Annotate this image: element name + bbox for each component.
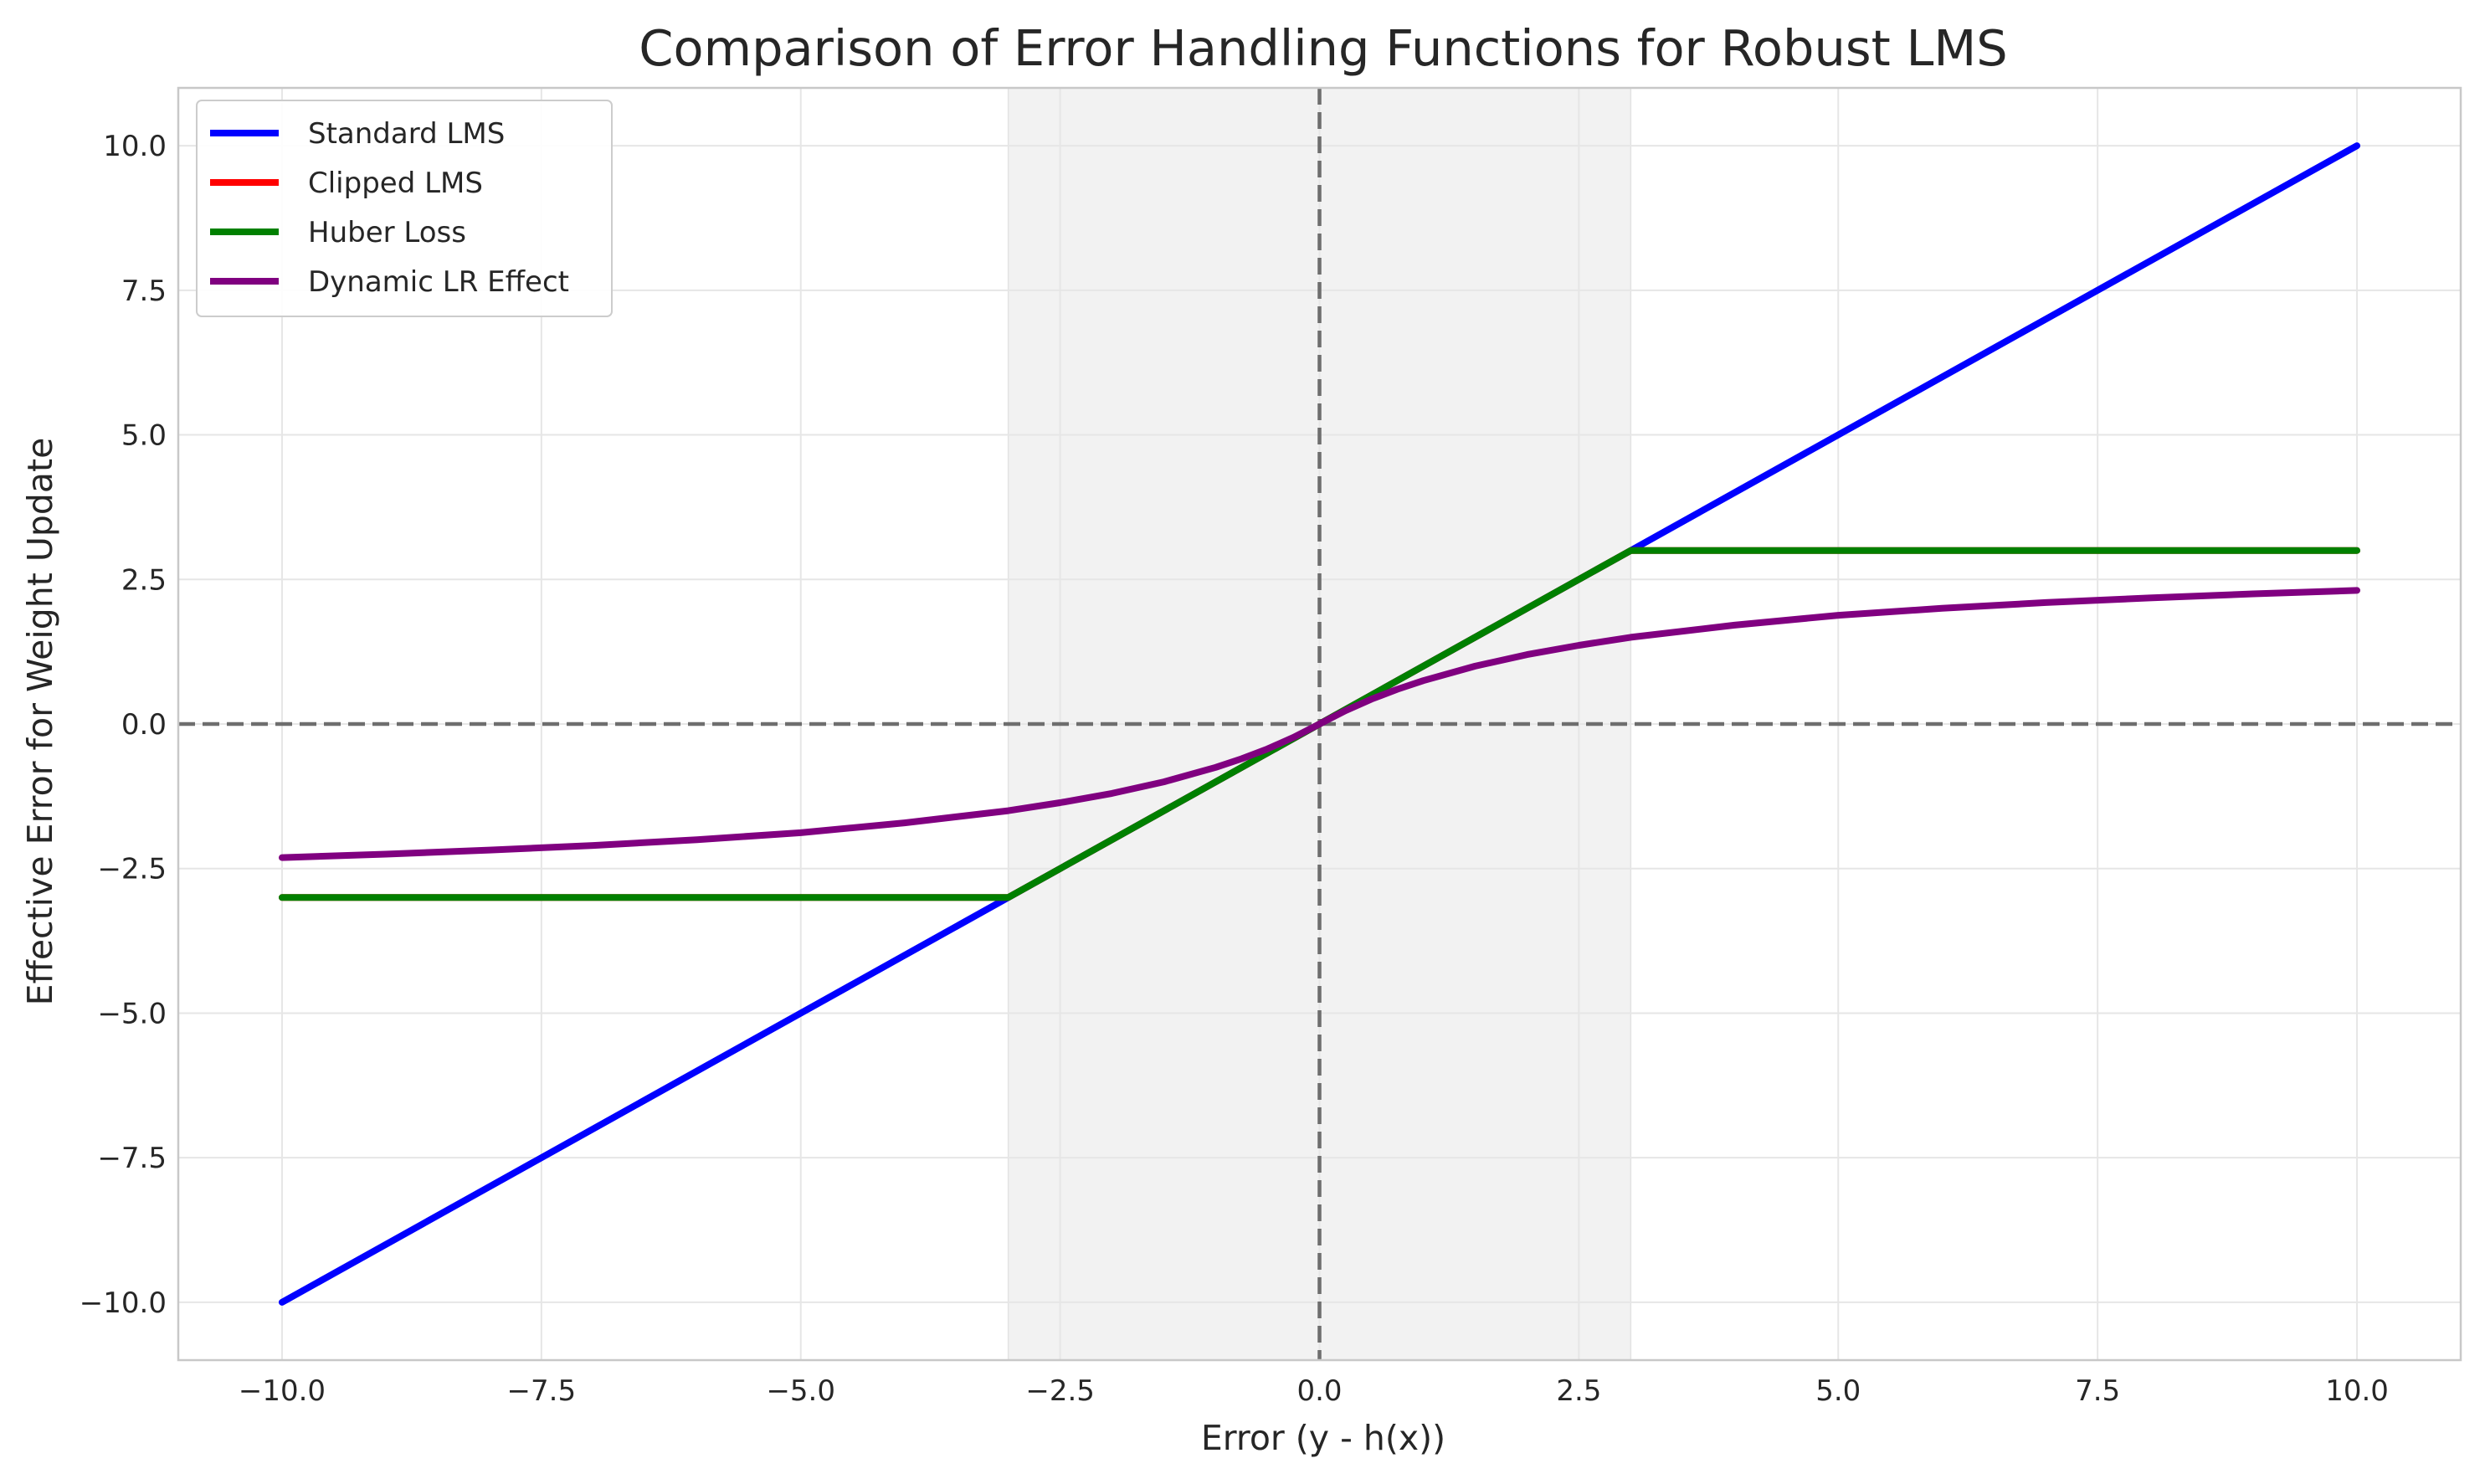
y-tick-label: 2.5 xyxy=(121,563,167,597)
legend-label: Clipped LMS xyxy=(308,167,483,200)
y-tick-label: 0.0 xyxy=(121,708,167,742)
legend-label: Huber Loss xyxy=(308,216,466,249)
y-tick-label: 7.5 xyxy=(121,275,167,308)
chart-title: Comparison of Error Handling Functions f… xyxy=(639,19,2007,77)
x-axis-label: Error (y - h(x)) xyxy=(1201,1418,1445,1458)
legend-label: Dynamic LR Effect xyxy=(308,265,569,299)
x-tick-label: 0.0 xyxy=(1296,1374,1342,1408)
series-layer xyxy=(279,142,2360,1306)
x-tick-label: 2.5 xyxy=(1556,1374,1601,1408)
plot-area xyxy=(177,86,2462,1362)
x-tick-label: 7.5 xyxy=(2075,1374,2120,1408)
y-tick-label: −10.0 xyxy=(80,1286,167,1320)
x-tick-label: −5.0 xyxy=(766,1374,835,1408)
y-tick-label: −7.5 xyxy=(97,1142,167,1175)
plot-frame xyxy=(177,86,2462,1362)
y-axis-label: Effective Error for Weight Update xyxy=(20,438,60,1006)
x-tick-label: 5.0 xyxy=(1815,1374,1861,1408)
x-tick-label: 10.0 xyxy=(2325,1374,2389,1408)
y-tick-label: 10.0 xyxy=(103,130,167,163)
x-tick-labels: −10.0 −7.5 −5.0 −2.5 0.0 2.5 5.0 7.5 10.0 xyxy=(239,1374,2389,1408)
y-tick-label: −2.5 xyxy=(97,853,167,886)
legend-box xyxy=(196,100,613,317)
legend: Standard LMS Clipped LMS Huber Loss Dynamic… xyxy=(196,100,613,317)
y-tick-labels: −10.0 −7.5 −5.0 −2.5 0.0 2.5 5.0 7.5 10.0 xyxy=(80,130,167,1320)
legend-label: Standard LMS xyxy=(308,117,505,151)
series-line-dynamic-lr-effect xyxy=(279,587,2360,861)
y-tick-label: 5.0 xyxy=(121,419,167,453)
x-tick-label: −2.5 xyxy=(1025,1374,1095,1408)
x-tick-label: −10.0 xyxy=(239,1374,326,1408)
y-tick-label: −5.0 xyxy=(97,997,167,1030)
x-tick-label: −7.5 xyxy=(507,1374,577,1408)
